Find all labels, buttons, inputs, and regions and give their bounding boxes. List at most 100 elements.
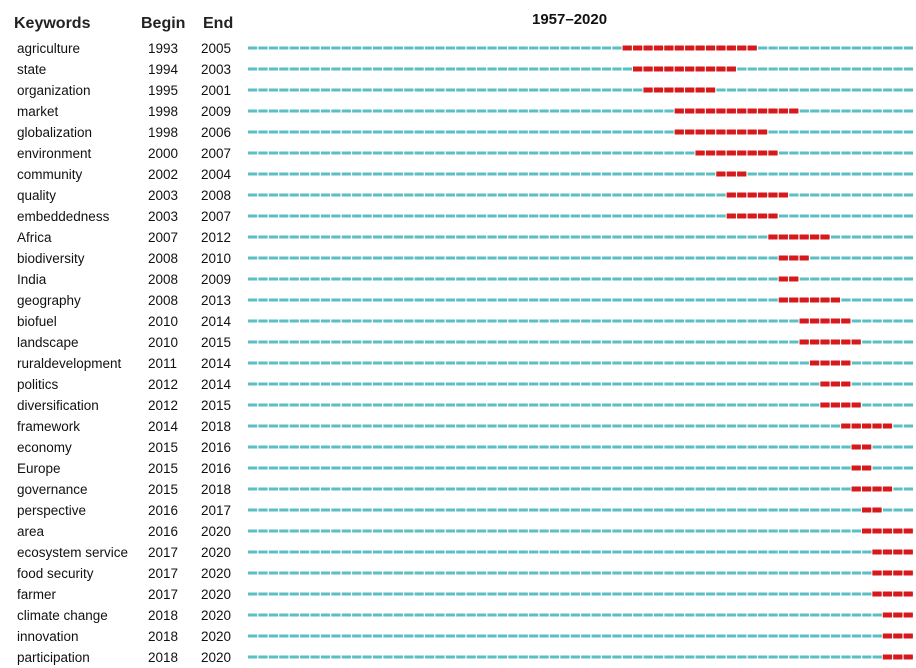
burst-row: economy 2015 2016 — [17, 440, 914, 455]
keyword-label: perspective — [17, 503, 86, 518]
begin-year: 2018 — [148, 608, 178, 623]
burst-row: market 1998 2009 — [17, 104, 914, 119]
begin-year: 2016 — [148, 524, 178, 539]
burst-row: biofuel 2010 2014 — [17, 314, 914, 329]
end-year: 2004 — [201, 167, 232, 182]
end-year: 2008 — [201, 188, 231, 203]
keyword-label: politics — [17, 377, 59, 392]
burst-row: landscape 2010 2015 — [17, 335, 914, 350]
keyword-label: organization — [17, 83, 91, 98]
begin-year: 2011 — [148, 356, 177, 371]
begin-year: 2017 — [148, 545, 178, 560]
keyword-label: landscape — [17, 335, 79, 350]
keyword-label: framework — [17, 419, 80, 434]
burst-row: framework 2014 2018 — [17, 419, 914, 434]
end-year: 2003 — [201, 62, 231, 77]
begin-year: 1995 — [148, 83, 178, 98]
burst-row: governance 2015 2018 — [17, 482, 914, 497]
burst-row: globalization 1998 2006 — [17, 125, 914, 140]
keyword-label: biodiversity — [17, 251, 85, 266]
begin-year: 2003 — [148, 188, 178, 203]
begin-year: 2008 — [148, 251, 178, 266]
keyword-label: environment — [17, 146, 92, 161]
begin-year: 1998 — [148, 104, 178, 119]
begin-year: 2016 — [148, 503, 178, 518]
burst-row: community 2002 2004 — [17, 167, 914, 182]
end-year: 2009 — [201, 272, 231, 287]
burst-row: politics 2012 2014 — [17, 377, 914, 392]
keyword-label: governance — [17, 482, 88, 497]
keyword-label: innovation — [17, 629, 79, 644]
begin-year: 2018 — [148, 650, 178, 665]
header-keywords: Keywords — [14, 15, 91, 32]
begin-year: 2000 — [148, 146, 178, 161]
begin-year: 2018 — [148, 629, 178, 644]
burst-row: participation 2018 2020 — [17, 650, 914, 665]
keyword-label: geography — [17, 293, 81, 308]
keyword-label: market — [17, 104, 59, 119]
begin-year: 2015 — [148, 440, 178, 455]
keyword-label: diversification — [17, 398, 99, 413]
begin-year: 2014 — [148, 419, 179, 434]
end-year: 2010 — [201, 251, 231, 266]
begin-year: 2008 — [148, 272, 178, 287]
keyword-label: economy — [17, 440, 72, 455]
begin-year: 2017 — [148, 566, 178, 581]
header-begin: Begin — [141, 15, 185, 32]
burst-row: biodiversity 2008 2010 — [17, 251, 914, 266]
end-year: 2020 — [201, 545, 231, 560]
burst-row: farmer 2017 2020 — [17, 587, 914, 602]
chart-title: 1957–2020 — [532, 11, 607, 28]
begin-year: 2012 — [148, 377, 178, 392]
burst-row: organization 1995 2001 — [17, 83, 914, 98]
keyword-label: ruraldevelopment — [17, 356, 122, 371]
burst-row: Africa 2007 2012 — [17, 230, 914, 245]
end-year: 2017 — [201, 503, 231, 518]
burst-row: environment 2000 2007 — [17, 146, 914, 161]
end-year: 2016 — [201, 461, 231, 476]
header-end: End — [203, 15, 233, 32]
end-year: 2020 — [201, 524, 231, 539]
burst-row: state 1994 2003 — [17, 62, 914, 77]
begin-year: 2010 — [148, 335, 178, 350]
end-year: 2006 — [201, 125, 231, 140]
end-year: 2020 — [201, 629, 231, 644]
keyword-label: state — [17, 62, 46, 77]
begin-year: 2015 — [148, 461, 178, 476]
burst-row: quality 2003 2008 — [17, 188, 914, 203]
end-year: 2015 — [201, 398, 231, 413]
burst-row: embeddedness 2003 2007 — [17, 209, 914, 224]
rows-group: agriculture 1993 2005 state 1994 2003 organiza… — [17, 41, 914, 665]
begin-year: 2002 — [148, 167, 178, 182]
keyword-label: Europe — [17, 461, 61, 476]
begin-year: 1994 — [148, 62, 179, 77]
burst-row: innovation 2018 2020 — [17, 629, 914, 644]
keyword-label: climate change — [17, 608, 108, 623]
end-year: 2007 — [201, 209, 231, 224]
begin-year: 1998 — [148, 125, 178, 140]
keyword-label: area — [17, 524, 45, 539]
end-year: 2014 — [201, 356, 232, 371]
begin-year: 2007 — [148, 230, 178, 245]
end-year: 2014 — [201, 377, 232, 392]
end-year: 2013 — [201, 293, 231, 308]
burst-row: diversification 2012 2015 — [17, 398, 914, 413]
begin-year: 2015 — [148, 482, 178, 497]
keyword-label: community — [17, 167, 83, 182]
keyword-label: globalization — [17, 125, 92, 140]
end-year: 2007 — [201, 146, 231, 161]
begin-year: 2008 — [148, 293, 178, 308]
end-year: 2014 — [201, 314, 232, 329]
end-year: 2020 — [201, 650, 231, 665]
keyword-label: participation — [17, 650, 90, 665]
end-year: 2015 — [201, 335, 231, 350]
end-year: 2020 — [201, 587, 231, 602]
burst-row: food security 2017 2020 — [17, 566, 914, 581]
burst-row: geography 2008 2013 — [17, 293, 914, 308]
burst-row: Europe 2015 2016 — [17, 461, 914, 476]
keyword-label: India — [17, 272, 47, 287]
end-year: 2001 — [201, 83, 231, 98]
end-year: 2012 — [201, 230, 231, 245]
end-year: 2016 — [201, 440, 231, 455]
keyword-label: food security — [17, 566, 94, 581]
